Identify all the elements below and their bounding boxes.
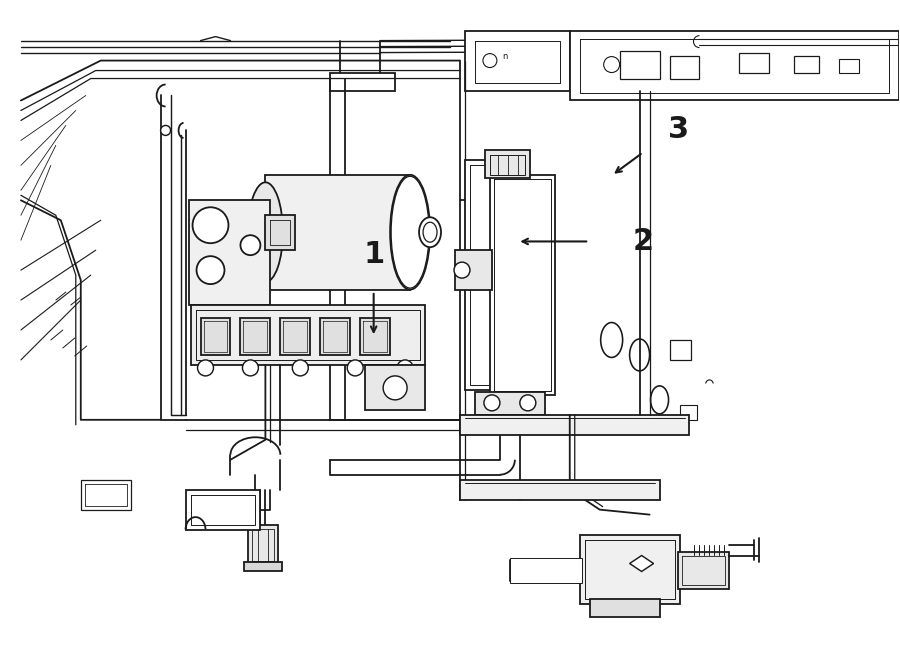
Circle shape	[604, 57, 619, 73]
Ellipse shape	[423, 222, 437, 242]
Circle shape	[160, 126, 171, 136]
Polygon shape	[580, 535, 680, 604]
Circle shape	[347, 360, 364, 376]
Polygon shape	[570, 30, 899, 100]
Circle shape	[193, 208, 229, 243]
Ellipse shape	[248, 182, 283, 282]
Circle shape	[454, 262, 470, 278]
Circle shape	[484, 395, 500, 411]
Polygon shape	[360, 318, 390, 355]
Polygon shape	[245, 561, 283, 572]
Ellipse shape	[651, 386, 669, 414]
Polygon shape	[619, 51, 660, 79]
Ellipse shape	[390, 175, 430, 290]
Circle shape	[197, 360, 213, 376]
Polygon shape	[185, 490, 260, 529]
Circle shape	[240, 235, 260, 255]
Polygon shape	[320, 318, 350, 355]
Circle shape	[242, 360, 258, 376]
Polygon shape	[680, 405, 698, 420]
Polygon shape	[460, 415, 689, 435]
Ellipse shape	[419, 217, 441, 247]
Polygon shape	[460, 480, 660, 500]
Ellipse shape	[600, 323, 623, 358]
Polygon shape	[191, 305, 425, 365]
Text: 2: 2	[633, 227, 653, 256]
Polygon shape	[189, 200, 270, 305]
Circle shape	[520, 395, 536, 411]
Polygon shape	[490, 175, 554, 395]
Circle shape	[483, 54, 497, 67]
Polygon shape	[266, 215, 295, 250]
Polygon shape	[795, 56, 819, 73]
Circle shape	[196, 256, 224, 284]
Polygon shape	[266, 175, 410, 290]
Polygon shape	[201, 318, 230, 355]
Polygon shape	[485, 151, 530, 178]
Polygon shape	[670, 56, 699, 79]
Polygon shape	[740, 53, 770, 73]
Polygon shape	[465, 30, 570, 91]
Ellipse shape	[327, 175, 348, 225]
Ellipse shape	[630, 339, 650, 371]
Polygon shape	[281, 318, 310, 355]
Polygon shape	[81, 480, 130, 510]
Polygon shape	[240, 318, 270, 355]
Polygon shape	[839, 59, 860, 73]
Polygon shape	[670, 340, 691, 360]
Circle shape	[397, 360, 413, 376]
Polygon shape	[365, 365, 425, 410]
Text: n: n	[502, 52, 508, 61]
Text: 3: 3	[669, 115, 689, 144]
Polygon shape	[465, 161, 510, 390]
Polygon shape	[678, 551, 729, 590]
Polygon shape	[590, 600, 660, 617]
Polygon shape	[475, 392, 544, 415]
Polygon shape	[248, 525, 278, 564]
Circle shape	[292, 360, 309, 376]
Polygon shape	[330, 73, 395, 91]
Polygon shape	[630, 555, 653, 572]
Polygon shape	[455, 250, 492, 290]
Circle shape	[383, 376, 407, 400]
Text: 1: 1	[363, 240, 384, 269]
Ellipse shape	[392, 176, 429, 288]
Polygon shape	[510, 557, 581, 584]
